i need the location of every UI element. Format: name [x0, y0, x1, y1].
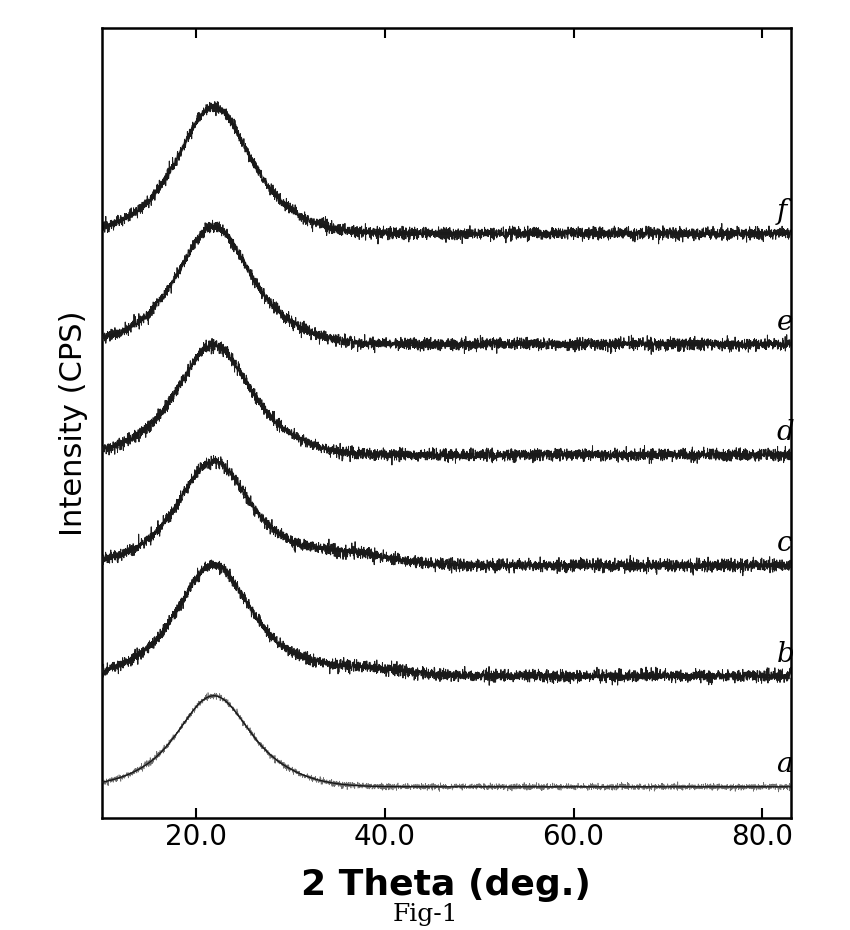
Y-axis label: Intensity (CPS): Intensity (CPS) [60, 311, 88, 536]
Text: a: a [776, 751, 793, 778]
Text: c: c [776, 530, 792, 557]
Text: f: f [776, 198, 786, 225]
Text: b: b [776, 641, 794, 668]
Text: e: e [776, 309, 793, 336]
X-axis label: 2 Theta (deg.): 2 Theta (deg.) [301, 868, 592, 902]
Text: d: d [776, 419, 794, 446]
Text: Fig-1: Fig-1 [392, 903, 458, 925]
